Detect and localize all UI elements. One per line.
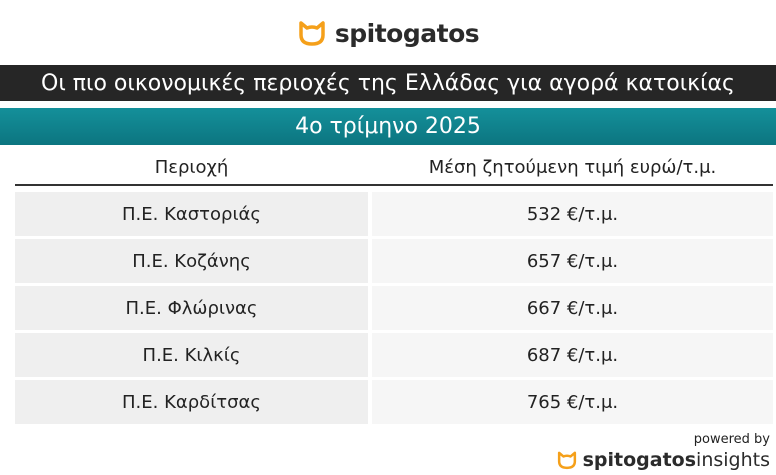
powered-by: powered by [693, 432, 770, 447]
region-cell: Π.Ε. Καστοριάς [15, 192, 368, 236]
column-header: Μέση ζητούμενη τιμή ευρώ/τ.μ. [428, 157, 717, 178]
price-cell: 532 €/τ.μ. [372, 192, 773, 236]
logo-text: spitogatos [334, 18, 480, 48]
price-cell: 765 €/τ.μ. [372, 380, 773, 424]
column-header: Περιοχή [154, 157, 229, 178]
header-rule [15, 184, 773, 186]
logo: spitogatos [0, 14, 776, 52]
footer-brand: spitogatos [582, 449, 697, 471]
footer-product: insights [696, 449, 770, 471]
region-cell: Π.Ε. Κοζάνης [15, 239, 368, 283]
region-cell: Π.Ε. Κιλκίς [15, 333, 368, 377]
price-cell: 687 €/τ.μ. [372, 333, 773, 377]
price-cell: 657 €/τ.μ. [372, 239, 773, 283]
footer-logo-icon [557, 451, 576, 470]
title: Οι πιο οικονομικές περιοχές της Ελλάδας … [0, 65, 776, 101]
region-cell: Π.Ε. Καρδίτσας [15, 380, 368, 424]
subtitle: 4ο τρίμηνο 2025 [0, 108, 776, 145]
footer-logo: spitogatosinsights [556, 449, 770, 471]
price-cell: 667 €/τ.μ. [372, 286, 773, 330]
region-cell: Π.Ε. Φλώρινας [15, 286, 368, 330]
logo-icon [299, 21, 325, 46]
